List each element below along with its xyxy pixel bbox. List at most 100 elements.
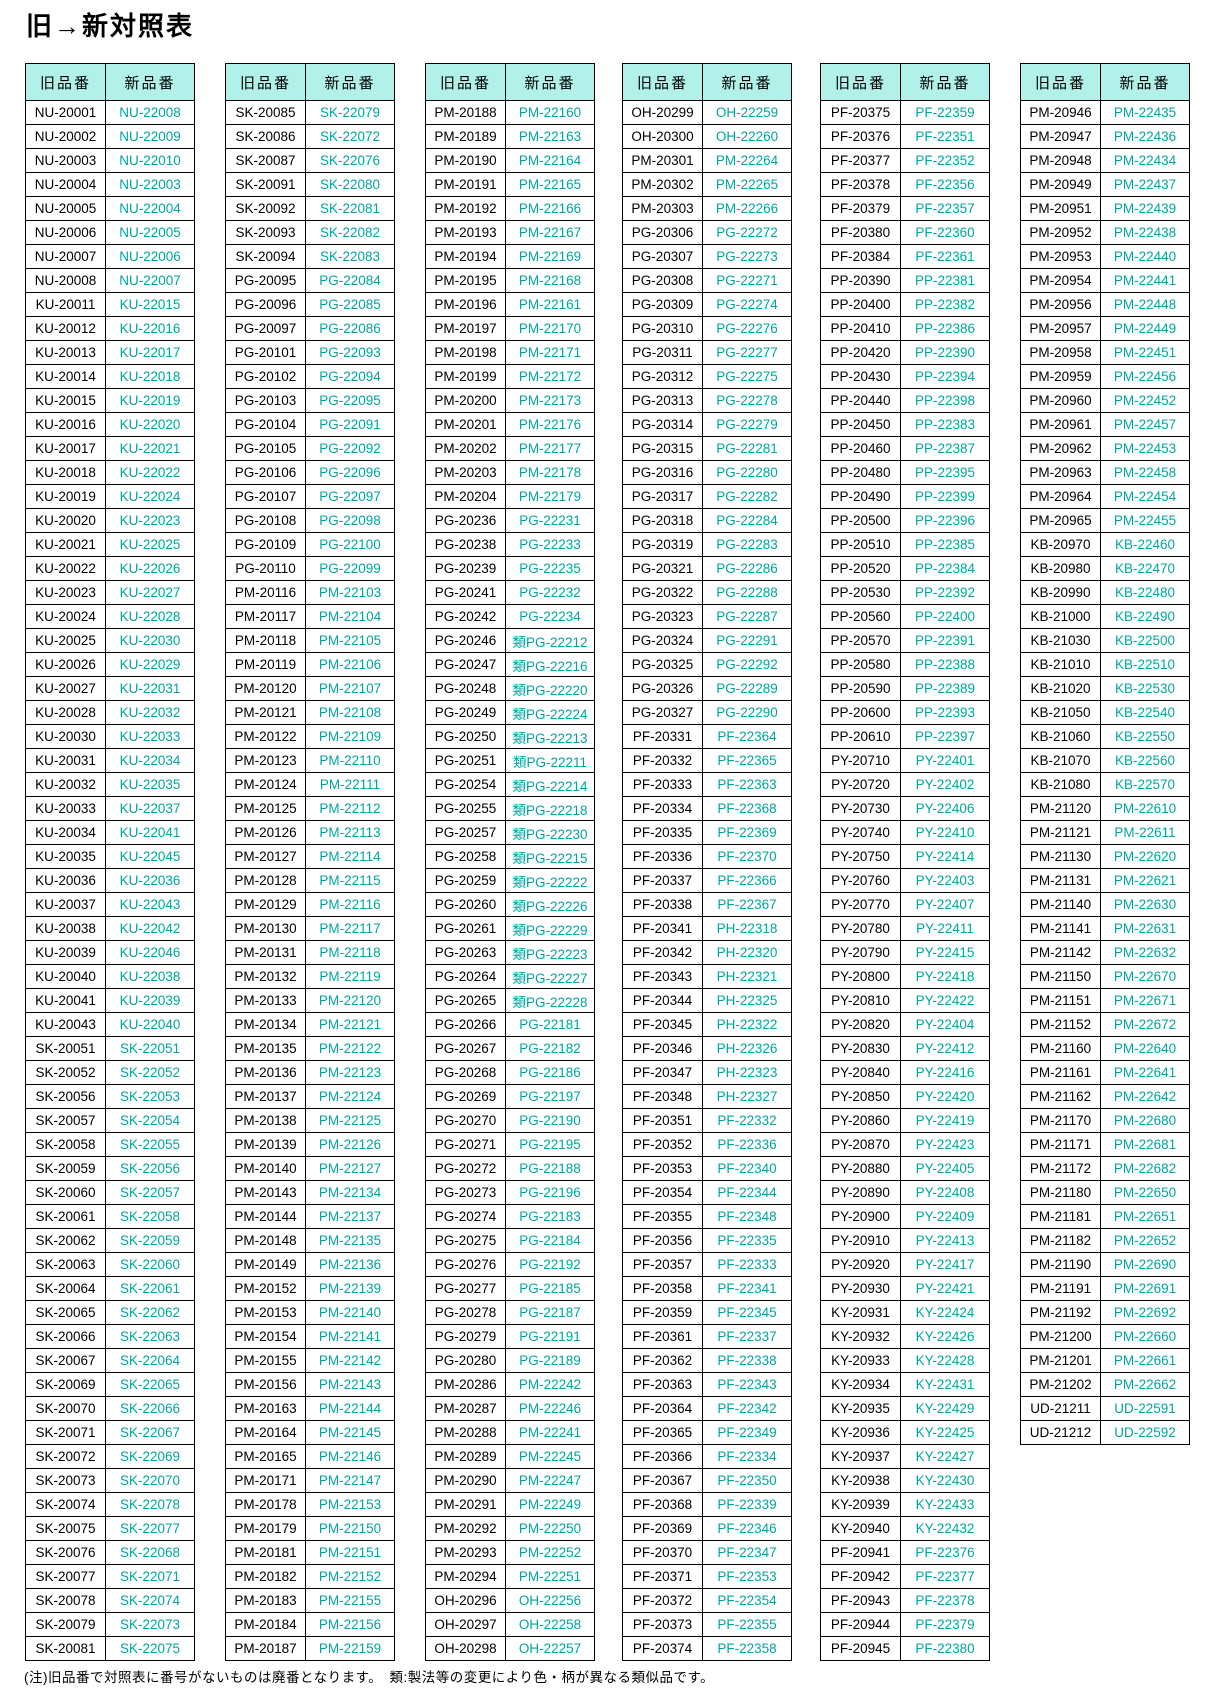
table-row: PG-20241 PG-22232 — [425, 580, 595, 605]
old-part-number: PF-20375 — [820, 100, 901, 125]
table-row: PY-20870 PY-22423 — [820, 1132, 990, 1157]
old-part-number: PG-20274 — [425, 1204, 506, 1229]
new-part-number: PM-22680 — [1100, 1108, 1190, 1133]
table-row: KU-20019 KU-22024 — [25, 484, 195, 509]
old-part-number: PY-20750 — [820, 844, 901, 869]
new-part-number: PG-22184 — [505, 1228, 595, 1253]
table-row: PF-20363 PF-22343 — [622, 1372, 792, 1397]
table-row: PY-20890 PY-22408 — [820, 1180, 990, 1205]
new-part-number: KY-22429 — [900, 1396, 990, 1421]
table-row: PM-20179 PM-22150 — [225, 1516, 395, 1541]
table-row: SK-20070 SK-22066 — [25, 1396, 195, 1421]
new-part-number: PY-22403 — [900, 868, 990, 893]
table-row: PM-20189 PM-22163 — [425, 124, 595, 149]
old-part-number: PG-20236 — [425, 508, 506, 533]
old-part-number: PF-20941 — [820, 1540, 901, 1565]
table-row: PM-20184 PM-22156 — [225, 1612, 395, 1637]
new-part-number: 類PG-22226 — [505, 892, 595, 917]
old-part-number: NU-20001 — [25, 100, 106, 125]
old-part-number: PM-20963 — [1020, 460, 1101, 485]
new-part-number: PP-22388 — [900, 652, 990, 677]
old-part-number: SK-20071 — [25, 1420, 106, 1445]
new-part-number: PM-22454 — [1100, 484, 1190, 509]
table-row: PF-20365 PF-22349 — [622, 1420, 792, 1445]
table-row: PY-20800 PY-22418 — [820, 964, 990, 989]
old-part-number: PG-20249 — [425, 700, 506, 725]
old-part-number: PP-20570 — [820, 628, 901, 653]
table-row: PF-20358 PF-22341 — [622, 1276, 792, 1301]
new-part-number: PG-22287 — [702, 604, 792, 629]
new-part-number: 類PG-22223 — [505, 940, 595, 965]
table-row: NU-20002 NU-22009 — [25, 124, 195, 149]
old-part-number: KB-21030 — [1020, 628, 1101, 653]
table-row: PF-20352 PF-22336 — [622, 1132, 792, 1157]
new-part-number: KB-22550 — [1100, 724, 1190, 749]
old-part-number: PY-20850 — [820, 1084, 901, 1109]
table-row: PM-20178 PM-22153 — [225, 1492, 395, 1517]
old-part-number: PY-20870 — [820, 1132, 901, 1157]
new-part-number: PM-22632 — [1100, 940, 1190, 965]
table-row: PM-21172 PM-22682 — [1020, 1156, 1190, 1181]
table-row: SK-20093 SK-22082 — [225, 220, 395, 245]
table-row: PY-20850 PY-22420 — [820, 1084, 990, 1109]
table-row: PM-20134 PM-22121 — [225, 1012, 395, 1037]
table-row: PM-20152 PM-22139 — [225, 1276, 395, 1301]
old-part-number: PM-20196 — [425, 292, 506, 317]
old-part-number: KU-20037 — [25, 892, 106, 917]
new-part-number: SK-22053 — [105, 1084, 195, 1109]
new-part-number: PH-22322 — [702, 1012, 792, 1037]
new-part-number: PY-22413 — [900, 1228, 990, 1253]
table-row: KU-20018 KU-22022 — [25, 460, 195, 485]
table-row: PM-21120 PM-22610 — [1020, 796, 1190, 821]
table-row: PF-20351 PF-22332 — [622, 1108, 792, 1133]
table-row: PM-20188 PM-22160 — [425, 100, 595, 125]
new-part-number: PM-22437 — [1100, 172, 1190, 197]
new-part-number: PP-22385 — [900, 532, 990, 557]
new-part-number: PM-22176 — [505, 412, 595, 437]
old-part-number: PF-20334 — [622, 796, 703, 821]
new-part-number: PM-22440 — [1100, 244, 1190, 269]
new-part-number-header: 新品番 — [505, 63, 595, 101]
old-part-number: OH-20297 — [425, 1612, 506, 1637]
table-row: KY-20935 KY-22429 — [820, 1396, 990, 1421]
new-part-number: KB-22460 — [1100, 532, 1190, 557]
old-part-number: PF-20365 — [622, 1420, 703, 1445]
new-part-number: PP-22396 — [900, 508, 990, 533]
table-row: PG-20247 類PG-22216 — [425, 652, 595, 677]
old-part-number: PM-20951 — [1020, 196, 1101, 221]
new-part-number-header: 新品番 — [900, 63, 990, 101]
old-part-number: PF-20364 — [622, 1396, 703, 1421]
new-part-number: PM-22630 — [1100, 892, 1190, 917]
table-row: PG-20325 PG-22292 — [622, 652, 792, 677]
old-part-number: PP-20500 — [820, 508, 901, 533]
old-part-number: SK-20079 — [25, 1612, 106, 1637]
old-part-number: PG-20246 — [425, 628, 506, 653]
table-row: PM-20947 PM-22436 — [1020, 124, 1190, 149]
old-part-number: PG-20312 — [622, 364, 703, 389]
old-part-number: OH-20300 — [622, 124, 703, 149]
new-part-number: PF-22364 — [702, 724, 792, 749]
old-part-number: PG-20270 — [425, 1108, 506, 1133]
old-part-number: PM-20956 — [1020, 292, 1101, 317]
table-row: SK-20074 SK-22078 — [25, 1492, 195, 1517]
table-row: OH-20298 OH-22257 — [425, 1636, 595, 1661]
old-part-number: PM-20294 — [425, 1564, 506, 1589]
old-part-number: PG-20267 — [425, 1036, 506, 1061]
old-part-number: KU-20022 — [25, 556, 106, 581]
old-part-number: KU-20027 — [25, 676, 106, 701]
table-row: PG-20326 PG-22289 — [622, 676, 792, 701]
new-part-number: PM-22127 — [305, 1156, 395, 1181]
table-row: PG-20310 PG-22276 — [622, 316, 792, 341]
new-part-number: KU-22021 — [105, 436, 195, 461]
old-part-number: KU-20014 — [25, 364, 106, 389]
new-part-number: PM-22141 — [305, 1324, 395, 1349]
old-part-number: PM-20128 — [225, 868, 306, 893]
table-row: PM-20137 PM-22124 — [225, 1084, 395, 1109]
new-part-number: PM-22122 — [305, 1036, 395, 1061]
old-part-number: PF-20352 — [622, 1132, 703, 1157]
new-part-number: PM-22660 — [1100, 1324, 1190, 1349]
table-row: PF-20377 PF-22352 — [820, 148, 990, 173]
new-part-number: PM-22170 — [505, 316, 595, 341]
new-part-number: PY-22402 — [900, 772, 990, 797]
table-row: KU-20032 KU-22035 — [25, 772, 195, 797]
